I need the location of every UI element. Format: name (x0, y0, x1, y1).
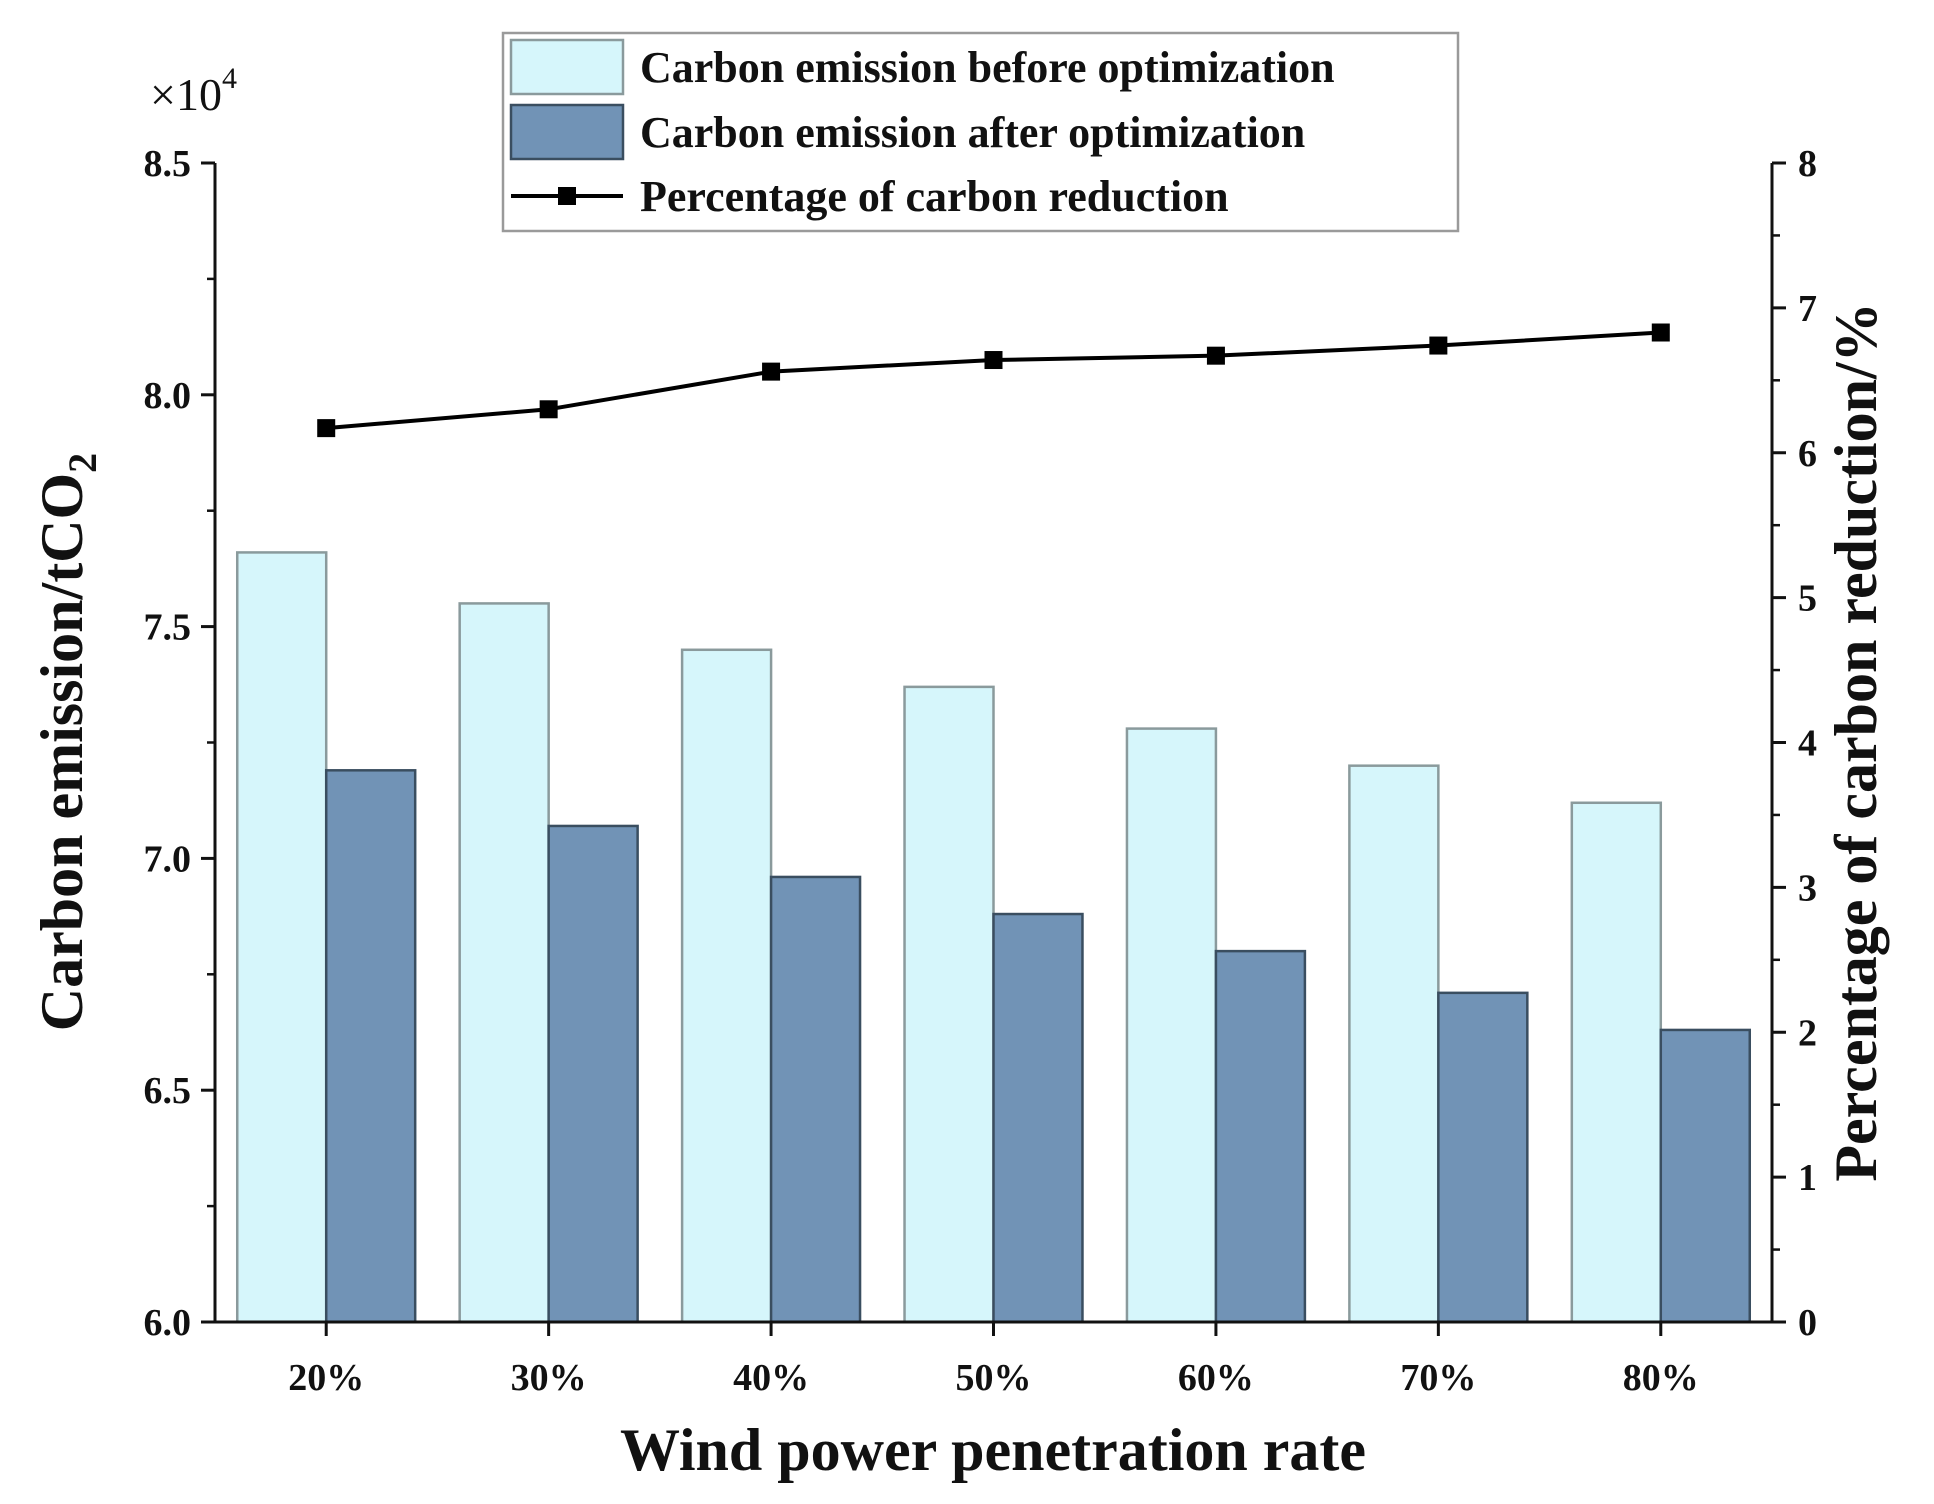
x-tick-label-50%: 50% (956, 1357, 1032, 1399)
y-tick-label-6.0: 6.0 (144, 1302, 192, 1344)
bar-before-70% (1348, 764, 1440, 1324)
y-tick-label-8.5: 8.5 (144, 143, 192, 185)
legend-label-after: Carbon emission after optimization (640, 108, 1305, 157)
y2-tick-label-1: 1 (1798, 1157, 1817, 1199)
bar-after-20% (324, 769, 417, 1324)
x-tick-label-60%: 60% (1178, 1357, 1254, 1399)
bars-layer (235, 551, 1752, 1324)
bar-after-60% (1214, 949, 1307, 1324)
legend-label-reduction: Percentage of carbon reduction (640, 172, 1229, 221)
legend-label-before: Carbon emission before optimization (640, 43, 1335, 92)
bar-before-60% (1125, 727, 1218, 1324)
legend: Carbon emission before optimization Carb… (501, 31, 1460, 233)
y2-tick-label-0: 0 (1798, 1302, 1817, 1344)
y-multiplier: ×104 (150, 62, 237, 120)
y2-tick-label-6: 6 (1798, 433, 1817, 475)
bar-after-80% (1659, 1028, 1752, 1324)
reduction-point-30% (539, 400, 558, 419)
reduction-line (326, 330, 1661, 431)
legend-frame (501, 31, 1460, 233)
y-tick-label-8.0: 8.0 (144, 375, 192, 417)
y2-tick-label-7: 7 (1798, 288, 1817, 330)
bar-before-30% (458, 602, 550, 1324)
reduction-point-40% (762, 362, 781, 381)
x-axis-title: Wind power penetration rate (620, 1417, 1366, 1483)
legend-swatch-before (509, 38, 625, 96)
reduction-point-60% (1206, 346, 1225, 365)
reduction-point-50% (984, 351, 1003, 370)
bar-after-70% (1437, 991, 1529, 1324)
y2-tick-label-2: 2 (1798, 1012, 1817, 1054)
y-tick-label-7.5: 7.5 (144, 607, 192, 649)
x-tick-label-40%: 40% (733, 1357, 809, 1399)
y2-tick-label-5: 5 (1798, 578, 1817, 620)
y2-tick-label-8: 8 (1798, 143, 1817, 185)
legend-swatch-after (509, 103, 625, 161)
y2-axis-title: Percentage of carbon reduction/% (1823, 302, 1889, 1181)
x-tick-label-70%: 70% (1400, 1357, 1476, 1399)
y2-tick-label-4: 4 (1798, 723, 1817, 765)
y-axis-title-main: Carbon emission/tCO (29, 473, 95, 1031)
x-tick-label-20%: 20% (288, 1357, 364, 1399)
y-tick-label-6.5: 6.5 (144, 1070, 192, 1112)
y-axis-title: Carbon emission/tCO2 (29, 453, 105, 1031)
reduction-line-layer (317, 323, 1670, 438)
y-axis-title-subscript: 2 (60, 453, 105, 473)
y-multiplier-base: ×10 (150, 69, 222, 120)
bar-after-50% (992, 912, 1084, 1324)
bar-before-50% (903, 685, 995, 1324)
bar-before-40% (680, 648, 773, 1324)
x-tick-label-30%: 30% (511, 1357, 587, 1399)
y2-tick-label-3: 3 (1798, 867, 1817, 909)
reduction-point-70% (1429, 336, 1448, 355)
bar-after-40% (769, 875, 862, 1324)
y-multiplier-exp: 4 (222, 62, 237, 95)
bar-before-80% (1570, 801, 1663, 1324)
y-tick-label-7.0: 7.0 (144, 838, 192, 880)
ticks-layer: 6.0 6.5 7.0 7.5 8.0 8.5 0 1 2 3 4 5 6 7 8 20% 30% 40% 50% 6… (144, 143, 1818, 1399)
reduction-point-80% (1651, 323, 1670, 342)
legend-marker-sample (558, 187, 576, 205)
x-tick-label-80%: 80% (1623, 1357, 1699, 1399)
bar-after-30% (547, 824, 639, 1324)
bar-before-20% (235, 551, 328, 1324)
reduction-point-20% (317, 419, 336, 438)
